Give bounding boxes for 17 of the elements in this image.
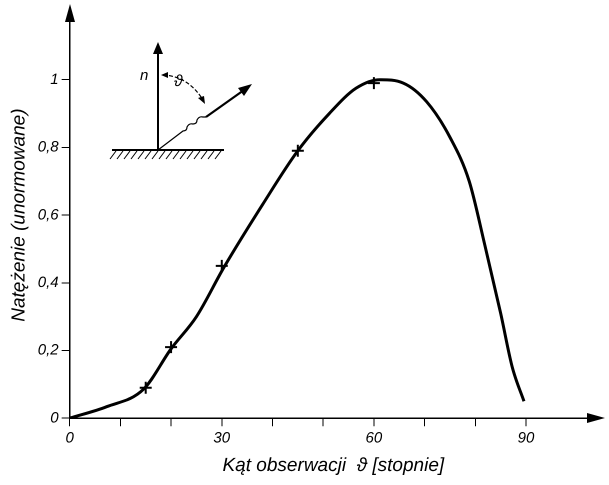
point: [366, 76, 381, 90]
y-tick-label: 0: [50, 409, 60, 426]
annotation: n: [140, 67, 148, 84]
x-axis-title: Kąt obserwacji ϑ [stopnie]: [222, 454, 445, 476]
x-tick-label: 90: [518, 429, 536, 446]
y-tick-label: 0,6: [38, 206, 60, 224]
y-tick-label: 1: [50, 70, 59, 88]
x-tick-label: 60: [366, 429, 383, 446]
x-tick-label: 0: [65, 429, 74, 446]
x-tick-label: 30: [213, 429, 231, 446]
y-axis-title: Natężenie (unormowane): [8, 108, 30, 322]
y-tick-label: 0,4: [38, 274, 59, 291]
point: [138, 380, 153, 395]
y-tick-label: 0,2: [38, 342, 60, 359]
y-tick-label: 0,8: [38, 138, 60, 156]
point: [164, 340, 178, 354]
point: [290, 144, 305, 158]
